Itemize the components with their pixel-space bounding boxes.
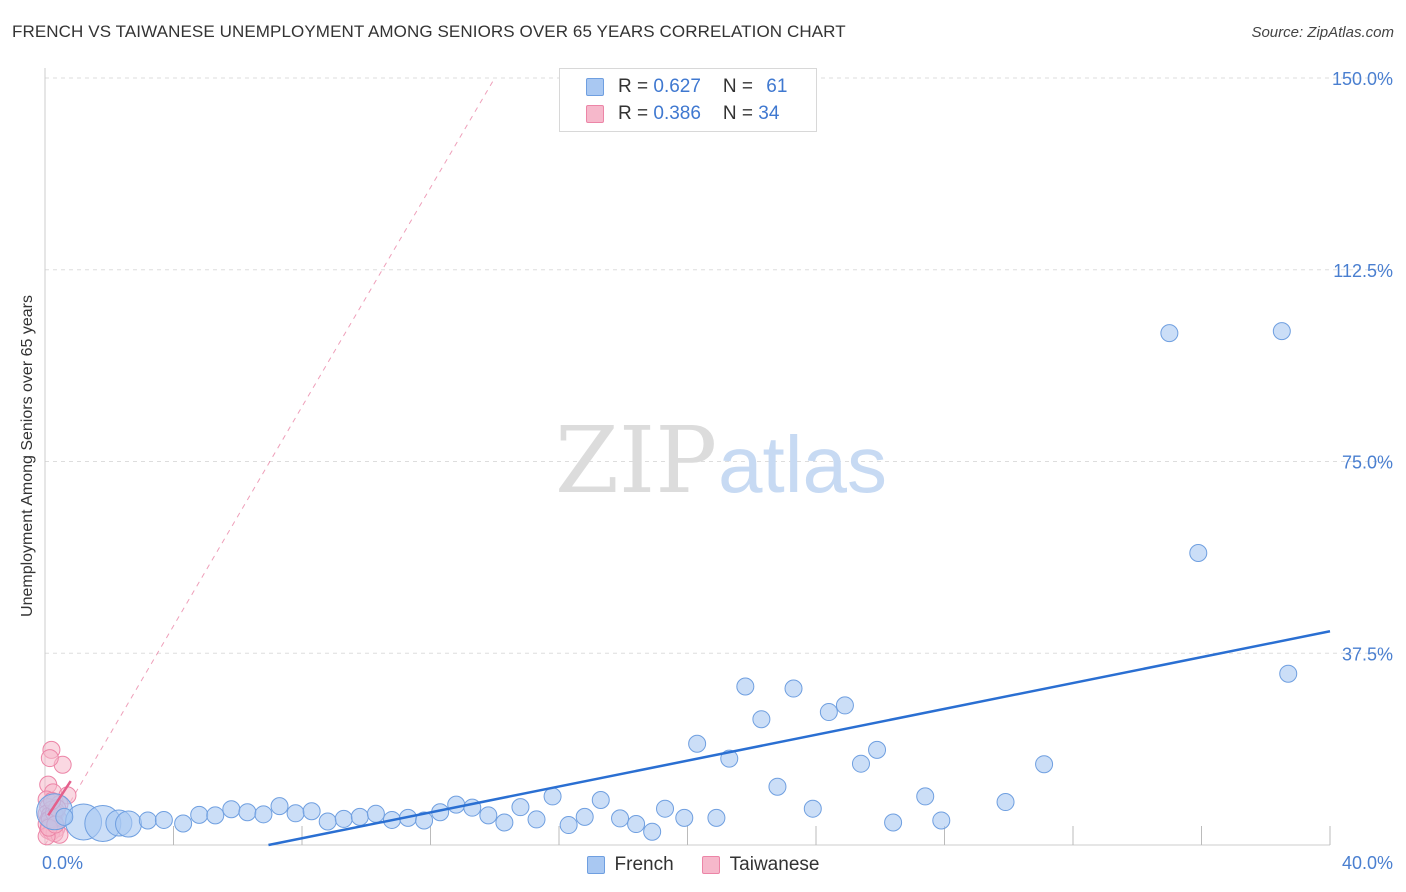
french-point	[575, 807, 594, 826]
legend-item-french[interactable]: French	[586, 854, 674, 876]
axes	[44, 68, 1331, 846]
stats-legend: R = 0.627 N = 61 R = 0.386 N = 34	[559, 68, 817, 132]
trendlines	[47, 630, 1331, 847]
source-label: Source: ZipAtlas.com	[1251, 24, 1394, 41]
french-point	[675, 808, 694, 827]
french-point	[350, 807, 369, 826]
french-point	[286, 804, 305, 823]
french-point	[115, 810, 143, 838]
french-point	[190, 805, 209, 824]
taiwanese-n-value: 34	[758, 103, 780, 124]
taiwanese-r-value: 0.386	[653, 103, 701, 124]
y-tick-label: 75.0%	[1342, 453, 1393, 473]
french-point	[784, 679, 803, 698]
french-point	[254, 805, 273, 824]
legend-row-french: R = 0.627 N = 61	[586, 75, 787, 99]
french-point	[656, 799, 675, 818]
french-point	[302, 802, 321, 821]
taiwanese-trendline	[47, 780, 72, 817]
watermark-zip: ZIP	[555, 407, 717, 514]
french-point	[803, 799, 822, 818]
french-point	[916, 787, 935, 806]
french-point	[55, 807, 74, 826]
taiwanese-reference-line	[44, 77, 496, 846]
french-point	[591, 791, 610, 810]
french-point	[447, 795, 466, 814]
french-point	[415, 811, 434, 830]
french-point	[206, 806, 225, 825]
french-point	[835, 696, 854, 715]
french-point	[318, 812, 337, 831]
french-r-value: 0.627	[653, 76, 701, 97]
reference-lines	[44, 77, 496, 846]
taiwanese-n-label: N =	[722, 103, 759, 124]
french-legend-label: French	[614, 854, 674, 875]
french-point	[174, 814, 193, 833]
french-point	[932, 811, 951, 830]
french-point	[819, 703, 838, 722]
french-point	[768, 777, 787, 796]
y-tick-label: 150.0%	[1332, 69, 1393, 89]
y-tick-label: 112.5%	[1333, 261, 1393, 281]
french-point	[222, 800, 241, 819]
french-point	[611, 809, 630, 828]
french-point	[154, 810, 173, 829]
french-point	[643, 822, 662, 841]
watermark-atlas: atlas	[718, 420, 887, 509]
french-point	[1035, 755, 1054, 774]
taiwanese-point	[40, 749, 59, 768]
french-point	[543, 787, 562, 806]
taiwanese-r-label: R =	[618, 103, 654, 124]
legend-row-taiwanese: R = 0.386 N = 34	[586, 102, 779, 126]
french-swatch	[586, 78, 604, 96]
french-point	[511, 798, 530, 817]
tick-labels: 37.5% 75.0% 112.5% 150.0% 0.0% 40.0%	[42, 69, 1393, 873]
french-point	[688, 734, 707, 753]
legend-item-taiwanese[interactable]: Taiwanese	[701, 854, 820, 876]
french-n-value: 61	[766, 76, 788, 97]
french-point	[238, 803, 257, 822]
french-legend-swatch	[586, 856, 605, 874]
french-n-label: N =	[722, 76, 759, 97]
watermark: ZIP atlas	[555, 407, 887, 514]
french-point	[1279, 664, 1298, 683]
french-point	[138, 811, 157, 830]
french-point	[1189, 544, 1208, 563]
taiwanese-legend-swatch	[701, 856, 720, 874]
french-point	[479, 806, 498, 825]
french-point	[1160, 324, 1179, 343]
french-point	[736, 677, 755, 696]
french-point	[270, 797, 289, 816]
french-point	[366, 804, 385, 823]
taiwanese-swatch	[586, 105, 604, 123]
french-point	[527, 810, 546, 829]
french-point	[868, 740, 887, 759]
french-r-label: R =	[618, 76, 654, 97]
french-point	[559, 816, 578, 835]
french-point	[752, 710, 771, 729]
taiwanese-legend-label: Taiwanese	[729, 854, 820, 875]
chart-title: FRENCH VS TAIWANESE UNEMPLOYMENT AMONG S…	[12, 22, 846, 41]
french-point	[627, 815, 646, 834]
french-point	[707, 808, 726, 827]
series-legend: French Taiwanese	[0, 852, 1406, 878]
french-point	[1272, 322, 1291, 341]
gridlines	[45, 77, 1390, 654]
y-tick-label: 37.5%	[1342, 644, 1393, 664]
french-point	[884, 813, 903, 832]
x-tick-label: 40.0%	[1342, 853, 1393, 873]
french-points	[36, 322, 1298, 843]
x-tick-label: 0.0%	[42, 853, 83, 873]
french-point	[996, 793, 1015, 812]
french-point	[851, 754, 870, 773]
french-trendline	[268, 630, 1331, 847]
french-point	[334, 809, 353, 828]
french-point	[495, 813, 514, 832]
